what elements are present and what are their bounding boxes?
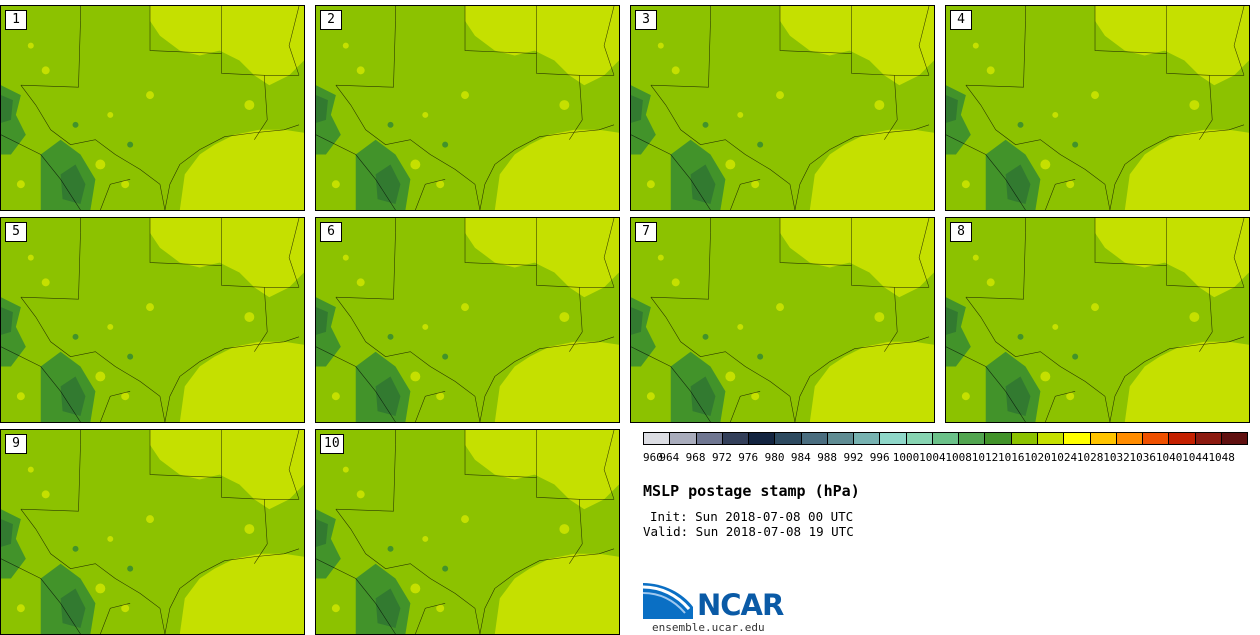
ensemble-member-map: 6	[315, 217, 620, 423]
colorbar-tick: 1004	[919, 451, 946, 464]
colorbar-tick: 1028	[1076, 451, 1104, 464]
colorbar-segment	[985, 433, 1012, 444]
colorbar-segment	[827, 433, 855, 444]
member-number: 6	[320, 222, 342, 242]
colorbar-tick: 1036	[1129, 451, 1157, 464]
member-number: 3	[635, 10, 657, 30]
colorbar-tick: 1008	[945, 451, 972, 464]
colorbar-tick: 1016	[998, 451, 1025, 464]
colorbar-tick: 960	[643, 451, 663, 464]
colorbar-tick: 1020	[1024, 451, 1051, 464]
colorbar-tick: 988	[817, 451, 838, 464]
colorbar-segment	[1169, 433, 1196, 444]
colorbar-segment	[1011, 433, 1038, 444]
colorbar-tick: 968	[685, 451, 706, 464]
colorbar-segment	[749, 433, 776, 444]
colorbar-segment	[1037, 433, 1065, 444]
colorbar-segment	[854, 433, 881, 444]
colorbar-tick: 972	[711, 451, 732, 464]
member-number: 8	[950, 222, 972, 242]
member-number: 9	[5, 434, 27, 454]
colorbar-tick: 996	[869, 451, 890, 464]
colorbar-segment	[696, 433, 723, 444]
ncar-logo	[642, 579, 793, 619]
colorbar-tick: 1040	[1155, 451, 1183, 464]
colorbar-segment	[801, 433, 828, 444]
colorbar-tick: 964	[659, 451, 680, 464]
ensemble-member-map: 9	[0, 429, 305, 635]
colorbar-segment	[906, 433, 933, 444]
member-number: 4	[950, 10, 972, 30]
member-number: 7	[635, 222, 657, 242]
colorbar-segment	[1116, 433, 1144, 444]
colorbar-tick: 1012	[971, 451, 999, 464]
colorbar-segment	[1221, 433, 1248, 444]
colorbar-segment	[644, 433, 671, 444]
colorbar-tick: 1048	[1208, 451, 1235, 464]
colorbar-tick: 1024	[1050, 451, 1078, 464]
colorbar-tick-labels: 960 964 968 972 976 980 984 988 992 996 1000 1004 10…	[643, 451, 1248, 465]
colorbar-tick: 1044	[1182, 451, 1209, 464]
member-number: 5	[5, 222, 27, 242]
member-number: 1	[5, 10, 27, 30]
ensemble-member-map: 7	[630, 217, 935, 423]
colorbar-segment	[1090, 433, 1117, 444]
ncar-logo-text: NCAR	[697, 588, 784, 622]
colorbar-tick: 984	[790, 451, 811, 464]
pressure-colorbar	[643, 432, 1248, 445]
init-time: Init: Sun 2018-07-08 00 UTC	[650, 509, 854, 524]
member-number: 10	[320, 434, 344, 454]
site-url: ensemble.ucar.edu	[652, 621, 765, 634]
member-number: 2	[320, 10, 342, 30]
colorbar-segment	[880, 433, 907, 444]
colorbar-segment	[932, 433, 960, 444]
colorbar-tick: 1000	[892, 451, 920, 464]
colorbar-tick: 1032	[1103, 451, 1130, 464]
plot-title: MSLP postage stamp (hPa)	[643, 482, 860, 500]
colorbar-segment	[722, 433, 750, 444]
ensemble-member-map: 8	[945, 217, 1250, 423]
colorbar-segment	[959, 433, 986, 444]
colorbar-segment	[670, 433, 697, 444]
colorbar-segment	[1195, 433, 1222, 444]
valid-time: Valid: Sun 2018-07-08 19 UTC	[643, 524, 854, 539]
ensemble-member-map: 3	[630, 5, 935, 211]
ensemble-member-map: 4	[945, 5, 1250, 211]
colorbar-tick: 976	[738, 451, 759, 464]
colorbar-tick: 980	[764, 451, 785, 464]
ensemble-member-map: 2	[315, 5, 620, 211]
ensemble-member-map: 5	[0, 217, 305, 423]
ensemble-member-map: 1	[0, 5, 305, 211]
colorbar-tick: 992	[843, 451, 864, 464]
ensemble-member-map: 10	[315, 429, 620, 635]
colorbar-segment	[1143, 433, 1170, 444]
colorbar-segment	[775, 433, 802, 444]
colorbar-segment	[1064, 433, 1091, 444]
